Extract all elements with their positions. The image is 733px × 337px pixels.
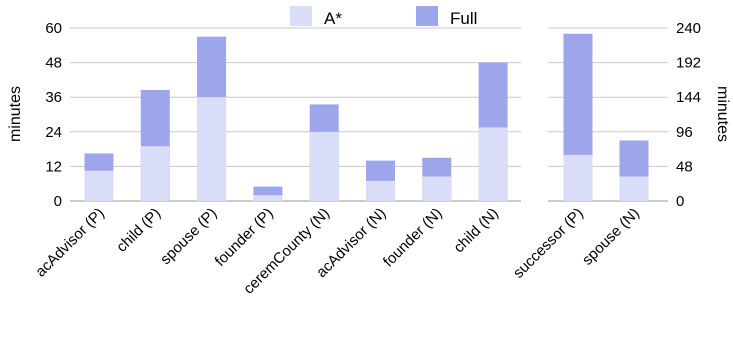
legend-label-full: Full: [450, 9, 477, 28]
bar-astar: [253, 195, 283, 201]
left-y-tick-label: 36: [45, 89, 62, 106]
x-tick-label: child (P): [113, 205, 164, 256]
right-y-tick-label: 240: [676, 20, 701, 37]
x-tick-label: child (N): [450, 205, 502, 257]
bar-astar: [563, 154, 593, 201]
x-tick-label: spouse (N): [579, 205, 643, 269]
y-axis-title-right: minutes: [714, 86, 731, 142]
bar-astar: [309, 131, 339, 201]
right-y-tick-label: 0: [676, 193, 684, 210]
x-tick-label: successor (P): [510, 205, 587, 282]
legend-label-astar: A*: [324, 9, 342, 28]
right-y-tick-label: 96: [676, 124, 693, 141]
legend: A* Full: [290, 6, 477, 28]
x-tick-label: founder (N): [380, 205, 446, 271]
bar-astar: [197, 97, 227, 201]
x-tick-label: acAdvisor (P): [32, 205, 108, 281]
bar-astar: [422, 176, 452, 201]
left-y-tick-label: 12: [45, 158, 62, 175]
right-y-tick-label: 144: [676, 89, 701, 106]
left-y-tick-label: 60: [45, 20, 62, 37]
bar-astar: [140, 146, 170, 201]
bar-astar: [84, 170, 114, 201]
y-axis-title-left: minutes: [7, 86, 24, 142]
left-y-tick-label: 48: [45, 55, 62, 72]
legend-swatch-full: [416, 6, 438, 26]
bar-astar: [619, 176, 649, 201]
right-y-tick-label: 48: [676, 158, 693, 175]
right-y-tick-label: 192: [676, 55, 701, 72]
left-y-tick-label: 0: [54, 193, 62, 210]
bar-astar: [366, 180, 395, 201]
x-tick-label: spouse (P): [157, 205, 220, 268]
bar-astar: [478, 127, 508, 201]
left-y-tick-label: 24: [45, 124, 62, 141]
legend-swatch-astar: [290, 6, 312, 26]
